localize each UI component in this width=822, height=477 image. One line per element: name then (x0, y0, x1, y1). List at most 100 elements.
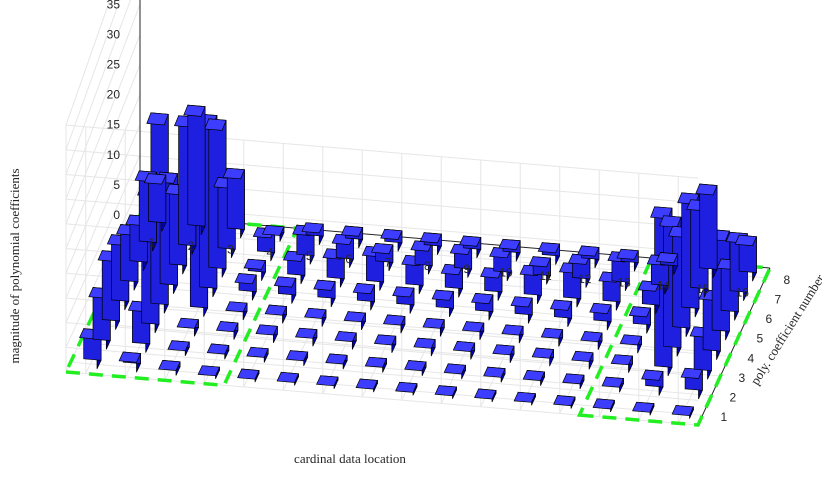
bar (343, 311, 367, 331)
bar-top (419, 232, 442, 244)
bar-top (392, 286, 415, 298)
bar-top (222, 167, 246, 180)
x-tick-label: 8 (424, 259, 431, 273)
bar-top (522, 370, 546, 381)
bar (571, 350, 594, 370)
bar-top (255, 324, 278, 336)
grid-line (65, 149, 699, 204)
bar-top (313, 279, 336, 291)
bar (492, 344, 515, 363)
bar (313, 279, 336, 308)
x-axis-label: cardinal data location (294, 451, 406, 466)
bar (413, 337, 436, 357)
bar-top (373, 334, 397, 346)
z-tick-label: 0 (113, 208, 120, 222)
bar (395, 381, 418, 396)
bar-top (443, 363, 467, 375)
grid-line (65, 124, 699, 179)
y-axis-label: poly. coefficient number (747, 271, 822, 387)
bar-top (510, 296, 533, 308)
grid-line (65, 0, 132, 175)
bar-top (616, 248, 639, 260)
bar-top (470, 293, 494, 305)
bar-top (422, 317, 445, 329)
bar-top (540, 327, 564, 339)
bar-top (158, 360, 181, 371)
x-tick-label: 2 (188, 239, 195, 253)
bar (355, 378, 379, 393)
y-tick-label: 1 (721, 410, 728, 424)
y-tick-label: 2 (730, 391, 737, 405)
bar-top (246, 346, 269, 358)
grid-line (65, 34, 141, 225)
grid-line (65, 4, 141, 200)
bar-top (589, 302, 612, 314)
bar (225, 301, 248, 321)
bar (380, 228, 403, 252)
x-tick-label: 3 (227, 242, 234, 256)
bar (641, 369, 664, 396)
bar-top (610, 354, 634, 366)
bar-top (176, 317, 200, 329)
bar-top (334, 331, 357, 342)
bar-top (492, 344, 515, 356)
bar (206, 343, 230, 360)
grid-line (65, 322, 699, 377)
bar-top (562, 373, 585, 385)
grid-line (65, 0, 111, 126)
bar (501, 324, 524, 344)
bar (382, 314, 406, 334)
bar-top (553, 395, 576, 407)
bar-top (304, 307, 327, 319)
x-tick-label: 11 (539, 269, 552, 283)
bar-top (340, 225, 364, 237)
bar (197, 365, 221, 379)
bar-top (628, 306, 652, 318)
bar-top (513, 391, 537, 403)
bar-top (659, 215, 682, 228)
bar-top (483, 366, 506, 378)
bar (431, 289, 455, 318)
y-tick-label: 3 (739, 371, 746, 385)
bar (562, 373, 585, 390)
x-tick-label: 10 (499, 265, 513, 279)
grid-line (65, 346, 699, 401)
bar (474, 388, 497, 403)
bar (158, 360, 181, 376)
bar-top (641, 369, 664, 381)
bar-top (276, 371, 300, 383)
bar (513, 391, 537, 406)
bar (316, 375, 339, 389)
grid-line (65, 154, 141, 323)
x-tick-label: 5 (306, 249, 313, 263)
bar (671, 405, 694, 419)
bar (340, 225, 364, 249)
bar (176, 317, 200, 337)
z-tick-label: 35 (107, 0, 121, 11)
grid-line (65, 94, 141, 274)
bar-top (537, 242, 561, 254)
grid-line (65, 64, 141, 249)
bar (470, 293, 494, 321)
z-tick-label: 25 (107, 58, 121, 72)
bar (325, 353, 348, 370)
bar (528, 256, 552, 285)
bar (118, 351, 142, 373)
bar (183, 104, 206, 235)
x-tick-label: 9 (463, 262, 470, 276)
bar (373, 334, 397, 353)
bar-top (549, 299, 573, 311)
bar-top (325, 353, 348, 365)
bar (610, 354, 634, 373)
bar-top (592, 398, 615, 410)
bar (680, 367, 703, 400)
bars (79, 104, 758, 419)
bar-top (237, 368, 260, 380)
bar (637, 280, 661, 314)
bar-top (285, 350, 309, 362)
x-tick-label: 13 (618, 275, 632, 289)
bar-top (498, 238, 521, 250)
bar-top (234, 273, 257, 285)
